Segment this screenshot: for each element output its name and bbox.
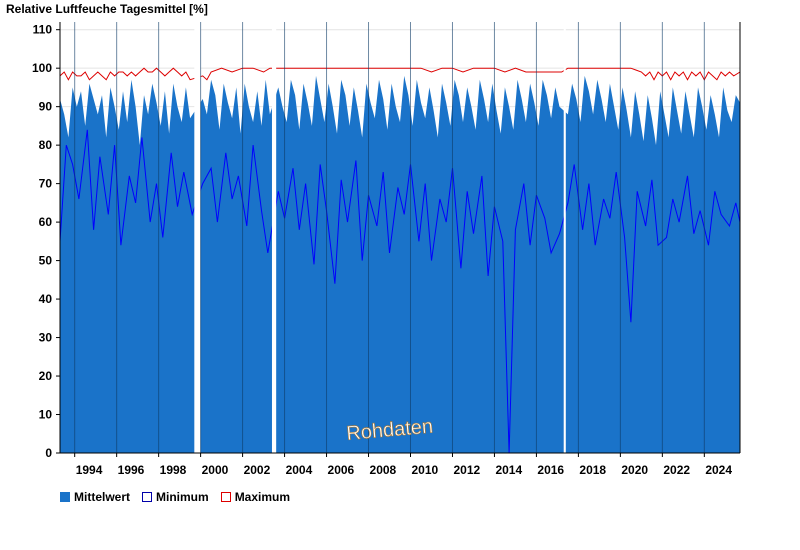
- data-gap: [194, 22, 201, 453]
- legend-swatch-maximum: [220, 492, 231, 502]
- y-tick-label: 80: [39, 138, 53, 152]
- x-tick-label: 1998: [160, 463, 187, 477]
- y-tick-label: 10: [39, 408, 53, 422]
- x-tick-label: 2014: [495, 463, 522, 477]
- legend-item-maximum: Maximum: [220, 490, 291, 504]
- legend-label-minimum: Minimum: [156, 490, 209, 504]
- x-tick-label: 2008: [370, 463, 397, 477]
- x-tick-label: 2004: [286, 463, 313, 477]
- y-tick-label: 70: [39, 177, 53, 191]
- x-tick-label: 2000: [202, 463, 229, 477]
- x-tick-label: 1994: [76, 463, 103, 477]
- y-tick-label: 40: [39, 292, 53, 306]
- legend-item-minimum: Minimum: [142, 490, 209, 504]
- x-tick-label: 2012: [453, 463, 480, 477]
- series-maximum-line: [59, 67, 741, 81]
- x-tick-label: 2002: [244, 463, 271, 477]
- series-mittelwert-area: [60, 75, 740, 454]
- legend-label-maximum: Maximum: [234, 490, 291, 504]
- x-tick-label: 2018: [579, 463, 606, 477]
- y-tick-label: 30: [39, 331, 53, 345]
- legend-label-mittelwert: Mittelwert: [74, 490, 131, 504]
- x-tick-label: 2020: [621, 463, 648, 477]
- y-tick-label: 100: [32, 61, 52, 75]
- x-tick-label: 2016: [537, 463, 564, 477]
- legend-swatch-minimum: [142, 492, 153, 502]
- chart-title: Relative Luftfeuche Tagesmittel [%]: [6, 2, 208, 16]
- y-tick-label: 20: [39, 369, 53, 383]
- y-tick-label: 50: [39, 254, 53, 268]
- y-tick-label: 110: [33, 23, 53, 37]
- x-tick-label: 2010: [411, 463, 438, 477]
- y-tick-label: 90: [39, 100, 53, 114]
- x-tick-label: 2006: [328, 463, 355, 477]
- data-gap: [563, 22, 566, 453]
- x-tick-label: 1996: [118, 463, 145, 477]
- x-tick-label: 2024: [705, 463, 732, 477]
- legend: Mittelwert Minimum Maximum: [60, 490, 302, 504]
- y-tick-label: 60: [39, 215, 53, 229]
- legend-swatch-mittelwert: [60, 492, 70, 502]
- data-gap: [271, 22, 277, 453]
- series-minimum-line: [59, 129, 741, 454]
- x-tick-label: 2022: [663, 463, 690, 477]
- legend-item-mittelwert: Mittelwert: [60, 490, 130, 504]
- y-tick-label: 0: [45, 446, 52, 460]
